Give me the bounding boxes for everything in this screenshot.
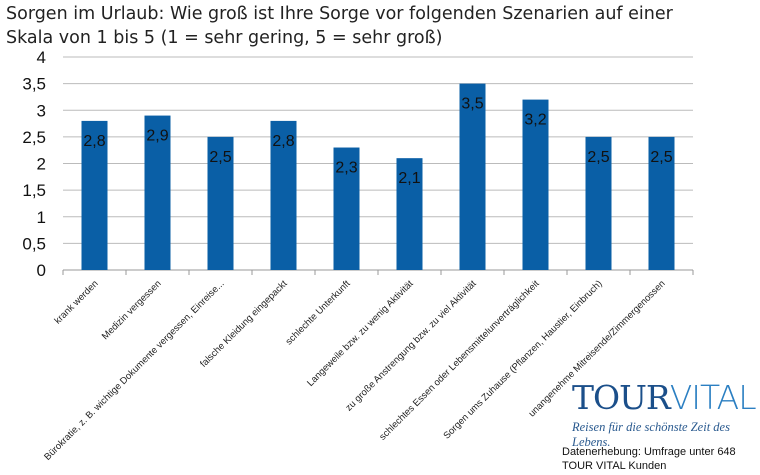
- logo-text-a: TOUR: [572, 378, 671, 417]
- y-tick-label: 0,5: [22, 234, 46, 253]
- data-label: 2,8: [83, 133, 105, 150]
- bar: [270, 120, 297, 271]
- data-label: 2,1: [398, 170, 420, 187]
- x-tick-label: Langeweile bzw. zu wenig Aktivität: [305, 278, 416, 389]
- bar: [81, 120, 108, 271]
- x-tick-label: krank werden: [53, 278, 101, 326]
- data-label: 2,9: [146, 128, 168, 145]
- bar: [144, 115, 171, 270]
- x-tick-label: zu große Anstrengung bzw. zu viel Aktivi…: [344, 278, 479, 413]
- y-tick-label: 1: [37, 208, 46, 227]
- logo-tagline: Reisen für die schönste Zeit des Lebens.: [572, 420, 730, 449]
- data-label: 2,3: [335, 160, 357, 177]
- data-label: 2,5: [587, 149, 609, 166]
- source-line-1: Datenerhebung: Umfrage unter 648: [562, 446, 736, 458]
- chart-title: Sorgen im Urlaub: Wie groß ist Ihre Sorg…: [6, 4, 673, 48]
- y-tick-label: 3,5: [22, 75, 46, 94]
- y-tick-label: 2,5: [22, 128, 46, 147]
- data-label: 3,2: [524, 112, 546, 129]
- data-label: 2,5: [209, 149, 231, 166]
- y-tick-label: 3: [37, 101, 46, 120]
- data-label: 3,5: [461, 96, 483, 113]
- source-line-2: TOUR VITAL Kunden: [562, 460, 667, 472]
- x-tick-label: Medizin vergessen: [100, 278, 164, 342]
- tourvital-logo: TOURVITAL Reisen für die schönste Zeit d…: [572, 380, 760, 450]
- y-tick-label: 0: [37, 261, 46, 280]
- logo-text-b: VITAL: [669, 378, 757, 417]
- bar: [207, 136, 234, 270]
- bar: [396, 158, 423, 270]
- bar: [585, 136, 612, 270]
- bar: [522, 99, 549, 270]
- bar: [459, 83, 486, 270]
- y-tick-label: 1,5: [22, 181, 46, 200]
- y-tick-label: 4: [37, 48, 46, 67]
- y-tick-label: 2: [37, 155, 46, 174]
- x-tick-label: schlechte Unterkunft: [284, 278, 353, 347]
- data-label: 2,8: [272, 133, 294, 150]
- data-label: 2,5: [650, 149, 672, 166]
- bar: [333, 147, 360, 270]
- bar: [648, 136, 675, 270]
- source-note: Datenerhebung: Umfrage unter 648 TOUR VI…: [562, 445, 760, 473]
